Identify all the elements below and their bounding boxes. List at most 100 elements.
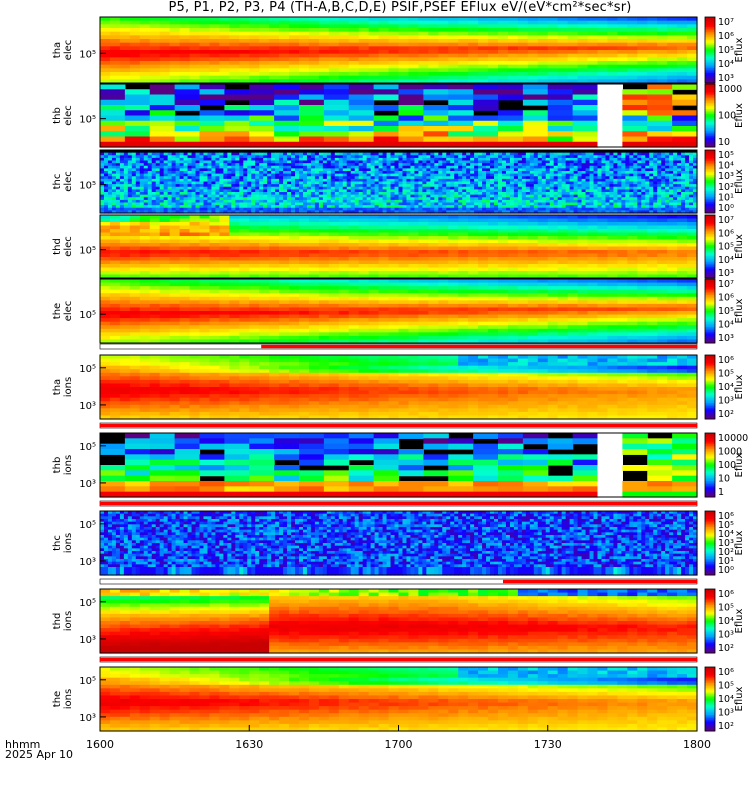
- heatmap-cell: [581, 181, 587, 185]
- heatmap-cell: [255, 192, 260, 196]
- heatmap-cell: [115, 210, 121, 214]
- heatmap-cell: [109, 39, 121, 44]
- heatmap-cell: [622, 115, 648, 122]
- heatmap-cell: [593, 197, 599, 201]
- heatmap-cell: [408, 20, 419, 25]
- heatmap-cell: [517, 31, 529, 36]
- heatmap-cell: [589, 197, 595, 201]
- heatmap-cell: [398, 199, 404, 204]
- heatmap-cell: [287, 197, 292, 201]
- heatmap-cell: [179, 199, 185, 204]
- heatmap-cell: [501, 189, 507, 193]
- heatmap-cell: [438, 160, 443, 164]
- heatmap-cell: [267, 173, 272, 177]
- heatmap-cell: [553, 155, 559, 159]
- heatmap-cell: [103, 165, 109, 169]
- heatmap-cell: [458, 68, 469, 73]
- heatmap-cell: [295, 160, 300, 164]
- heatmap-cell: [545, 210, 551, 214]
- heatmap-cell: [498, 20, 509, 25]
- heatmap-cell: [661, 165, 666, 169]
- heatmap-cell: [529, 160, 535, 164]
- heatmap-cell: [490, 176, 495, 180]
- heatmap-cell: [557, 205, 563, 209]
- heatmap-cell: [163, 192, 169, 196]
- heatmap-cell: [557, 64, 569, 69]
- heatmap-cell: [402, 155, 408, 159]
- heatmap-cell: [338, 24, 350, 29]
- heatmap-cell: [422, 192, 427, 196]
- heatmap-cell: [406, 186, 412, 190]
- heatmap-cell: [482, 171, 487, 175]
- heatmap-cell: [169, 267, 181, 272]
- heatmap-cell: [627, 79, 638, 84]
- heatmap-cell: [291, 181, 296, 185]
- heatmap-cell: [159, 260, 171, 265]
- heatmap-cell: [127, 186, 133, 190]
- heatmap-cell: [179, 215, 191, 220]
- heatmap-cell: [665, 184, 670, 188]
- heatmap-cell: [498, 173, 503, 177]
- heatmap-cell: [647, 28, 658, 33]
- heatmap-cell: [283, 173, 288, 177]
- heatmap-cell: [462, 163, 467, 167]
- heatmap-cell: [119, 42, 131, 47]
- heatmap-cell: [191, 189, 197, 193]
- heatmap-cell: [358, 173, 364, 177]
- heatmap-cell: [446, 207, 451, 211]
- heatmap-cell: [553, 192, 559, 196]
- heatmap-cell: [633, 160, 638, 164]
- heatmap-cell: [129, 53, 141, 58]
- heatmap-cell: [522, 110, 549, 117]
- heatmap-cell: [306, 168, 312, 172]
- heatmap-cell: [370, 176, 376, 180]
- heatmap-cell: [589, 194, 595, 198]
- heatmap-cell: [545, 207, 551, 211]
- heatmap-cell: [302, 207, 308, 211]
- heatmap-cell: [299, 197, 304, 201]
- heatmap-cell: [549, 171, 555, 175]
- heatmap-cell: [406, 205, 412, 209]
- heatmap-cell: [378, 168, 384, 172]
- heatmap-cell: [195, 199, 201, 204]
- heatmap-cell: [287, 210, 292, 214]
- heatmap-cell: [458, 178, 463, 183]
- heatmap-cell: [601, 205, 607, 209]
- heatmap-cell: [438, 53, 449, 58]
- heatmap-cell: [374, 160, 380, 164]
- heatmap-cell: [629, 194, 634, 198]
- heatmap-cell: [557, 28, 569, 33]
- heatmap-cell: [251, 155, 256, 159]
- heatmap-cell: [229, 24, 240, 29]
- heatmap-cell: [191, 192, 197, 196]
- heatmap-cell: [593, 184, 599, 188]
- heatmap-cell: [203, 205, 209, 209]
- heatmap-cell: [111, 152, 117, 156]
- heatmap-cell: [547, 141, 574, 148]
- heatmap-cell: [488, 35, 499, 40]
- heatmap-cell: [100, 24, 111, 29]
- heatmap-cell: [131, 176, 137, 180]
- heatmap-cell: [428, 20, 439, 25]
- heatmap-cell: [334, 205, 340, 209]
- heatmap-cell: [239, 176, 244, 180]
- heatmap-cell: [498, 171, 503, 175]
- heatmap-cell: [111, 181, 117, 185]
- heatmap-cell: [348, 46, 360, 51]
- heatmap-cell: [227, 176, 232, 180]
- heatmap-cell: [159, 171, 165, 175]
- heatmap-cell: [478, 157, 483, 162]
- heatmap-cell: [366, 173, 372, 177]
- heatmap-cell: [107, 184, 113, 188]
- heatmap-cell: [509, 168, 515, 172]
- heatmap-cell: [378, 17, 390, 22]
- heatmap-cell: [545, 163, 551, 167]
- ylabel-line: elec: [63, 171, 74, 192]
- heatmap-cell: [127, 165, 133, 169]
- heatmap-cell: [474, 173, 479, 177]
- heatmap-cell: [597, 39, 609, 44]
- heatmap-cell: [299, 192, 304, 196]
- heatmap-cell: [689, 152, 694, 156]
- heatmap-cell: [394, 202, 400, 206]
- heatmap-cell: [318, 210, 324, 214]
